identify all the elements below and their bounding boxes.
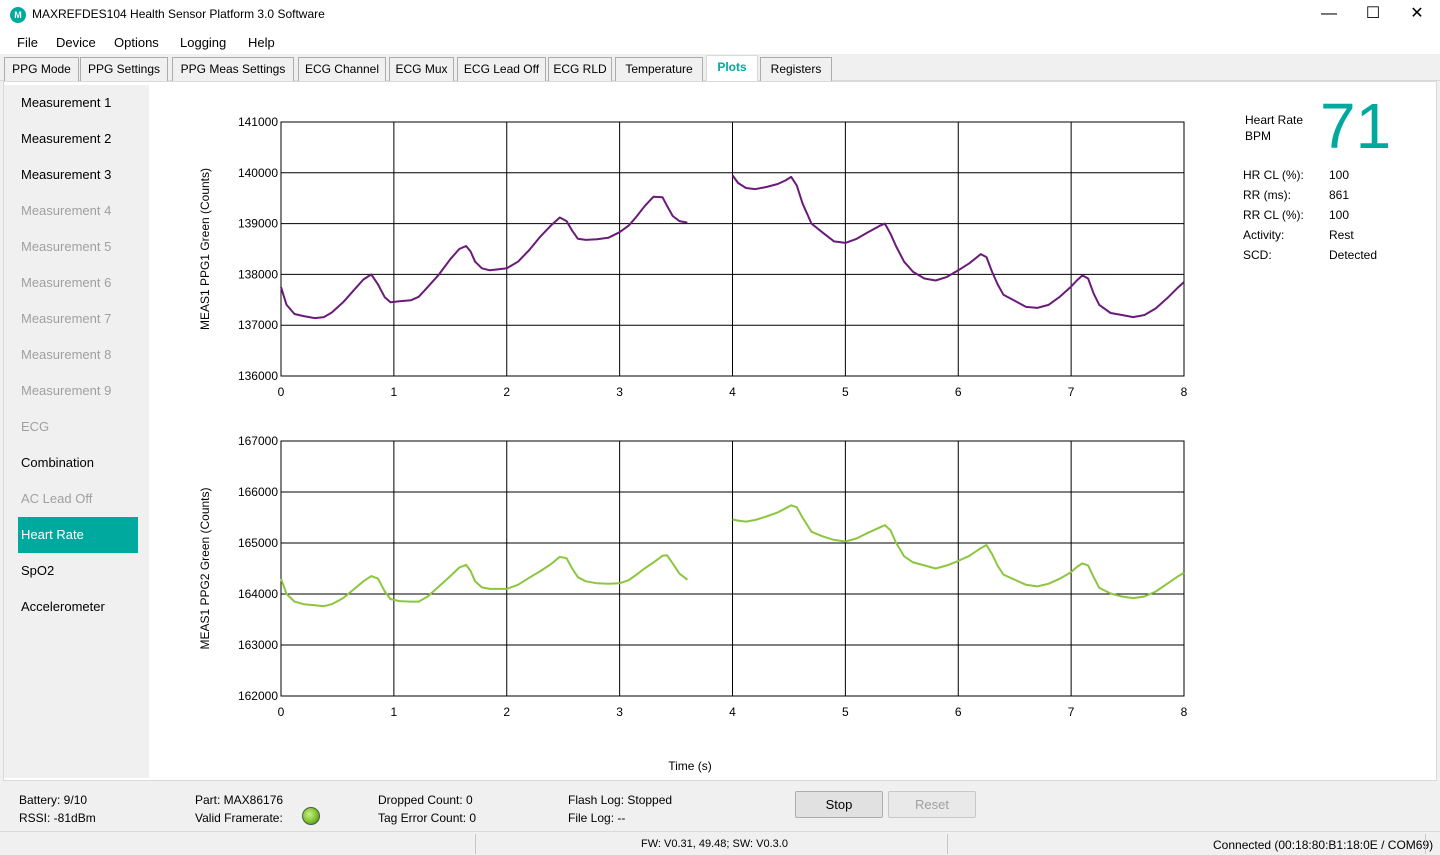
sidebar-item-measurement-3[interactable]: Measurement 3: [21, 167, 112, 182]
part-status: Part: MAX86176: [195, 793, 284, 807]
stat-value: 861: [1329, 188, 1350, 202]
tab-ecg-rld[interactable]: ECG RLD: [548, 57, 612, 81]
status-separator: [1425, 834, 1426, 854]
menu-options[interactable]: Options: [114, 35, 159, 50]
plot-selector-sidebar: Measurement 1 Measurement 2 Measurement 3 M…: [4, 85, 149, 778]
window-title: MAXREFDES104 Health Sensor Platform 3.0 …: [32, 7, 325, 21]
stat-label: Activity:: [1243, 228, 1285, 242]
stat-value: Detected: [1329, 248, 1378, 262]
bpm-label: BPM: [1245, 129, 1272, 143]
status-separator: [475, 834, 476, 854]
info-bar: FW: V0.31, 49.48; SW: V0.3.0 Connected (…: [0, 831, 1440, 855]
dropped-count: Dropped Count: 0: [378, 793, 473, 807]
stat-value: Rest: [1329, 228, 1354, 242]
menu-file[interactable]: File: [17, 35, 38, 50]
sidebar-item-accelerometer[interactable]: Accelerometer: [21, 599, 105, 614]
sidebar-item-measurement-9[interactable]: Measurement 9: [21, 383, 112, 398]
stat-label: SCD:: [1243, 248, 1272, 262]
tab-bar: PPG Mode PPG Settings PPG Meas Settings …: [0, 54, 1440, 82]
framerate-led-icon: [302, 807, 320, 825]
file-log-status: File Log: --: [568, 811, 626, 825]
menu-help[interactable]: Help: [248, 35, 275, 50]
tab-registers[interactable]: Registers: [760, 57, 832, 81]
tab-plots[interactable]: Plots: [706, 55, 758, 82]
status-bar: Battery: 9/10 RSSI: -81dBm Part: MAX8617…: [0, 781, 1440, 855]
tab-ppg-mode[interactable]: PPG Mode: [4, 57, 79, 81]
tab-ecg-mux[interactable]: ECG Mux: [389, 57, 454, 81]
maximize-button[interactable]: ☐: [1365, 5, 1381, 22]
firmware-version: FW: V0.31, 49.48; SW: V0.3.0: [641, 838, 788, 850]
sidebar-item-measurement-7[interactable]: Measurement 7: [21, 311, 112, 326]
sidebar-item-ac-lead-off[interactable]: AC Lead Off: [21, 491, 93, 506]
tab-ppg-meas-settings[interactable]: PPG Meas Settings: [172, 57, 294, 81]
title-bar: M MAXREFDES104 Health Sensor Platform 3.…: [0, 0, 1440, 30]
sidebar-item-heart-rate[interactable]: Heart Rate: [18, 517, 138, 553]
sidebar-item-spo2[interactable]: SpO2: [21, 563, 55, 578]
stat-label: RR CL (%):: [1243, 208, 1304, 222]
rssi-status: RSSI: -81dBm: [19, 811, 96, 825]
heart-rate-value: 71: [1320, 90, 1392, 162]
menu-bar: File Device Options Logging Help: [0, 30, 1440, 54]
stat-label: RR (ms):: [1243, 188, 1291, 202]
maxim-logo-icon: M: [10, 7, 26, 23]
battery-status: Battery: 9/10: [19, 793, 88, 807]
sidebar-item-measurement-8[interactable]: Measurement 8: [21, 347, 112, 362]
sidebar-item-ecg[interactable]: ECG: [21, 419, 50, 434]
close-button[interactable]: ✕: [1410, 5, 1424, 22]
stop-button[interactable]: Stop: [795, 791, 883, 818]
reset-button[interactable]: Reset: [888, 791, 976, 818]
tab-temperature[interactable]: Temperature: [615, 57, 703, 81]
tag-error-count: Tag Error Count: 0: [378, 811, 477, 825]
stat-value: 100: [1329, 208, 1350, 222]
connection-status: Connected (00:18:80:B1:18:0E / COM69): [1213, 838, 1434, 852]
tab-ecg-channel[interactable]: ECG Channel: [298, 57, 386, 81]
tab-ppg-settings[interactable]: PPG Settings: [80, 57, 168, 81]
sidebar-item-measurement-6[interactable]: Measurement 6: [21, 275, 112, 290]
sidebar-item-measurement-5[interactable]: Measurement 5: [21, 239, 112, 254]
flash-log-status: Flash Log: Stopped: [568, 793, 673, 807]
sidebar-item-measurement-2[interactable]: Measurement 2: [21, 131, 112, 146]
stat-label: HR CL (%):: [1243, 168, 1304, 182]
heart-rate-label: Heart Rate: [1245, 113, 1304, 127]
valid-framerate-label: Valid Framerate:: [195, 811, 283, 825]
menu-device[interactable]: Device: [56, 35, 96, 50]
tab-ecg-lead-off[interactable]: ECG Lead Off: [457, 57, 546, 81]
menu-logging[interactable]: Logging: [180, 35, 227, 50]
stat-value: 100: [1329, 168, 1350, 182]
sidebar-item-measurement-4[interactable]: Measurement 4: [21, 203, 112, 218]
status-separator: [947, 834, 948, 854]
sidebar-item-combination[interactable]: Combination: [21, 455, 94, 470]
plots-panel: [3, 81, 1437, 781]
sidebar-item-measurement-1[interactable]: Measurement 1: [21, 95, 112, 110]
minimize-button[interactable]: —: [1321, 5, 1337, 22]
